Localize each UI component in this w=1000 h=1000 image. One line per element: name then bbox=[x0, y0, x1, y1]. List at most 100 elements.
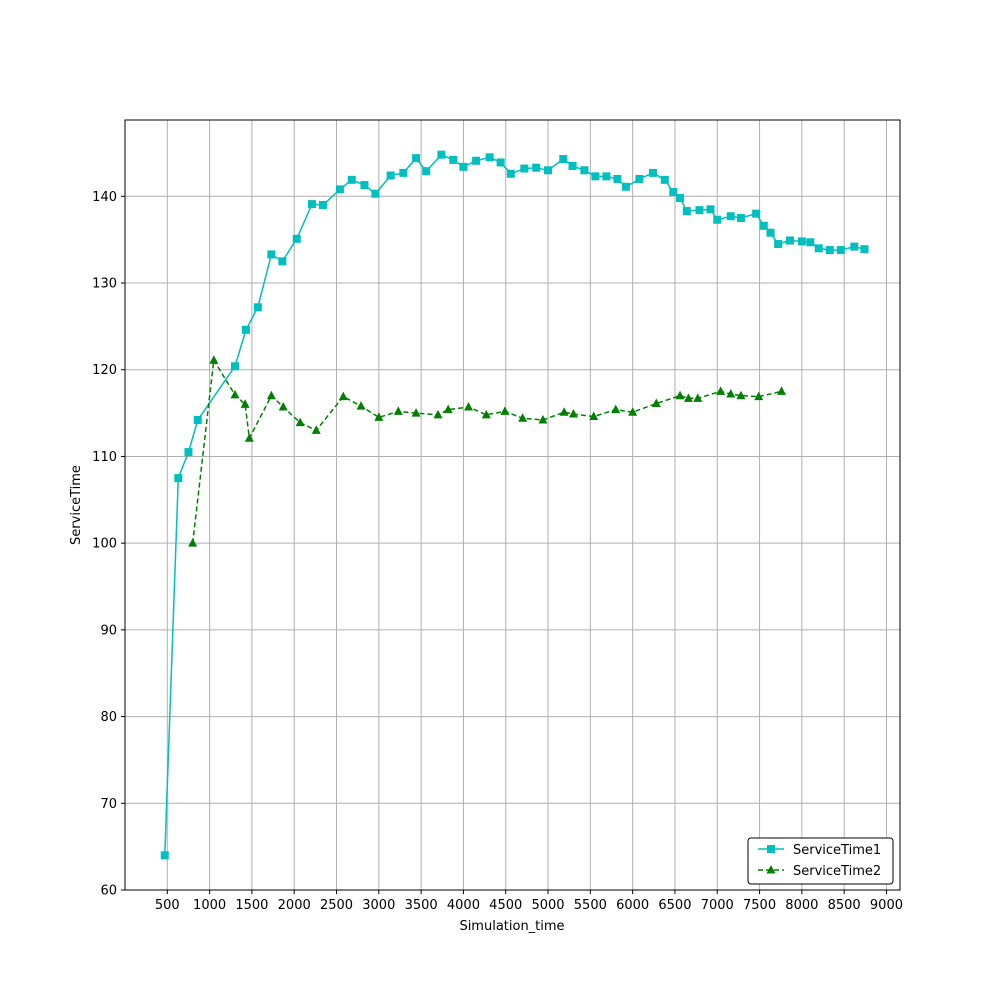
data-point-servicetime1 bbox=[335, 185, 344, 194]
data-point-servicetime1 bbox=[682, 207, 691, 216]
x-tick-label: 2500 bbox=[320, 898, 353, 913]
data-point-servicetime1 bbox=[836, 246, 845, 255]
x-tick-label: 2000 bbox=[278, 898, 311, 913]
data-point-servicetime1 bbox=[267, 250, 276, 259]
y-tick-label: 120 bbox=[92, 363, 117, 378]
data-point-servicetime1 bbox=[676, 194, 685, 203]
data-point-servicetime1 bbox=[160, 851, 169, 860]
data-point-servicetime2 bbox=[693, 393, 703, 402]
data-point-servicetime2 bbox=[393, 406, 403, 415]
data-point-servicetime1 bbox=[660, 175, 669, 184]
data-point-servicetime2 bbox=[188, 538, 198, 547]
data-point-servicetime2 bbox=[464, 402, 474, 411]
x-axis-label: Simulation_time bbox=[459, 919, 564, 934]
x-tick-label: 8500 bbox=[828, 898, 861, 913]
data-point-servicetime1 bbox=[412, 154, 421, 163]
data-point-servicetime1 bbox=[318, 200, 327, 209]
data-point-servicetime2 bbox=[589, 411, 599, 421]
data-point-servicetime1 bbox=[292, 234, 301, 243]
data-point-servicetime1 bbox=[532, 163, 541, 172]
data-point-servicetime2 bbox=[500, 406, 510, 415]
y-tick-label: 130 bbox=[92, 277, 117, 292]
data-point-servicetime1 bbox=[241, 325, 250, 334]
legend-label-servicetime2: ServiceTime2 bbox=[793, 864, 881, 879]
data-point-servicetime1 bbox=[591, 172, 600, 181]
series-servicetime2 bbox=[188, 355, 787, 547]
x-tick-label: 3000 bbox=[362, 898, 395, 913]
data-point-servicetime1 bbox=[860, 245, 869, 254]
data-point-servicetime1 bbox=[307, 200, 316, 209]
data-point-servicetime2 bbox=[209, 355, 219, 364]
data-point-servicetime1 bbox=[759, 221, 768, 230]
y-tick-label: 80 bbox=[100, 710, 117, 725]
data-point-servicetime2 bbox=[538, 415, 548, 424]
data-point-servicetime1 bbox=[472, 156, 481, 165]
y-tick-label: 90 bbox=[100, 623, 117, 638]
data-point-servicetime2 bbox=[675, 390, 685, 400]
data-point-servicetime1 bbox=[253, 303, 262, 312]
data-point-servicetime2 bbox=[777, 386, 787, 395]
x-tick-label: 500 bbox=[155, 898, 180, 913]
y-axis-ticks: 60 70 80 90 100 110 120 130 140 bbox=[92, 190, 125, 899]
data-point-servicetime1 bbox=[850, 242, 859, 251]
x-tick-label: 4000 bbox=[447, 898, 480, 913]
data-point-servicetime2 bbox=[651, 398, 661, 408]
data-point-servicetime1 bbox=[786, 236, 795, 245]
data-point-servicetime2 bbox=[230, 389, 240, 399]
data-point-servicetime1 bbox=[774, 239, 783, 248]
data-point-servicetime2 bbox=[611, 404, 621, 414]
data-point-servicetime1 bbox=[496, 158, 505, 167]
data-point-servicetime1 bbox=[706, 205, 715, 214]
data-point-servicetime1 bbox=[278, 257, 287, 266]
legend-marker-servicetime1 bbox=[767, 845, 775, 853]
data-point-servicetime2 bbox=[311, 425, 321, 434]
data-point-servicetime1 bbox=[806, 238, 815, 247]
data-point-servicetime1 bbox=[726, 212, 735, 221]
data-point-servicetime1 bbox=[174, 474, 183, 483]
grid bbox=[125, 120, 900, 891]
series-layer bbox=[160, 150, 869, 860]
data-point-servicetime1 bbox=[568, 161, 577, 170]
data-point-servicetime1 bbox=[669, 187, 678, 196]
data-point-servicetime2 bbox=[240, 399, 250, 408]
x-tick-label: 7500 bbox=[743, 898, 776, 913]
data-point-servicetime1 bbox=[422, 167, 431, 176]
x-tick-label: 7000 bbox=[701, 898, 734, 913]
data-point-servicetime1 bbox=[621, 182, 630, 191]
data-point-servicetime1 bbox=[449, 155, 458, 164]
data-point-servicetime2 bbox=[716, 386, 726, 395]
data-point-servicetime1 bbox=[437, 150, 446, 159]
data-point-servicetime1 bbox=[602, 172, 611, 181]
data-point-servicetime2 bbox=[559, 407, 569, 416]
data-point-servicetime1 bbox=[580, 166, 589, 175]
data-point-servicetime2 bbox=[518, 413, 528, 422]
y-tick-label: 140 bbox=[92, 190, 117, 205]
x-tick-label: 4500 bbox=[489, 898, 522, 913]
data-point-servicetime1 bbox=[386, 171, 395, 180]
data-point-servicetime1 bbox=[184, 448, 193, 457]
y-tick-label: 60 bbox=[100, 884, 117, 899]
data-point-servicetime1 bbox=[559, 155, 568, 164]
legend: ServiceTime1 ServiceTime2 bbox=[747, 837, 894, 885]
data-point-servicetime1 bbox=[635, 174, 644, 183]
legend-marker-servicetime2 bbox=[766, 865, 776, 874]
x-tick-label: 6000 bbox=[616, 898, 649, 913]
data-point-servicetime2 bbox=[411, 408, 421, 417]
data-point-servicetime1 bbox=[459, 162, 468, 171]
data-point-servicetime1 bbox=[506, 169, 515, 178]
x-tick-label: 1000 bbox=[193, 898, 226, 913]
series-servicetime1 bbox=[160, 150, 869, 860]
x-tick-label: 1500 bbox=[235, 898, 268, 913]
data-point-servicetime1 bbox=[797, 237, 806, 246]
data-point-servicetime2 bbox=[266, 390, 276, 400]
data-point-servicetime1 bbox=[825, 246, 834, 255]
data-point-servicetime1 bbox=[713, 215, 722, 224]
data-point-servicetime1 bbox=[544, 166, 553, 175]
data-point-servicetime2 bbox=[481, 409, 491, 419]
data-point-servicetime2 bbox=[356, 401, 366, 410]
data-point-servicetime2 bbox=[754, 391, 764, 401]
data-point-servicetime1 bbox=[695, 206, 704, 215]
data-point-servicetime2 bbox=[295, 417, 305, 427]
